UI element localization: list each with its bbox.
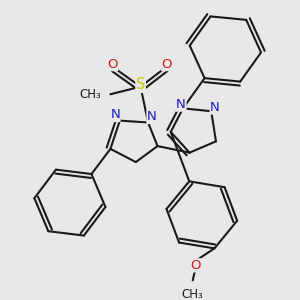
Text: N: N bbox=[176, 98, 186, 111]
Text: CH₃: CH₃ bbox=[79, 88, 101, 101]
Text: O: O bbox=[190, 259, 201, 272]
Text: S: S bbox=[136, 77, 145, 92]
Text: N: N bbox=[110, 109, 120, 122]
Text: N: N bbox=[147, 110, 157, 123]
Text: O: O bbox=[107, 58, 118, 70]
Text: O: O bbox=[162, 58, 172, 70]
Text: N: N bbox=[210, 101, 220, 114]
Text: CH₃: CH₃ bbox=[182, 288, 204, 300]
